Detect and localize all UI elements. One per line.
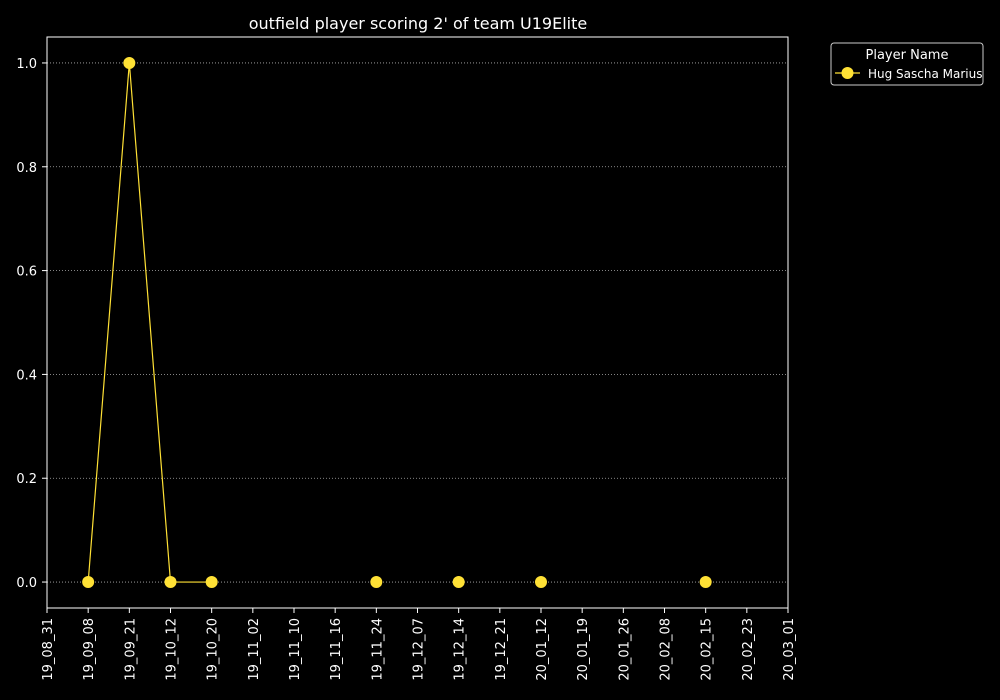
data-point xyxy=(82,576,95,589)
data-point xyxy=(370,576,383,589)
data-point xyxy=(452,576,465,589)
legend-box xyxy=(830,42,984,86)
data-point xyxy=(123,56,136,69)
y-tick-label: 0.2 xyxy=(16,472,37,487)
x-tick-label: 20_01_19 xyxy=(576,618,591,681)
series-layer xyxy=(82,56,712,589)
series-line xyxy=(87,62,212,583)
x-tick-label: 19_10_20 xyxy=(206,618,221,681)
y-tick-label: 0.6 xyxy=(16,265,37,280)
x-tick-label: 19_11_10 xyxy=(288,618,303,681)
x-tick-label: 19_08_31 xyxy=(41,618,56,681)
legend-title: Player Name xyxy=(866,48,949,63)
data-point xyxy=(535,576,547,589)
y-tick-label: 0.8 xyxy=(16,161,37,176)
x-tick-label: 20_02_08 xyxy=(659,618,674,681)
y-tick-label: 0.4 xyxy=(16,368,37,383)
x-tick-label: 19_09_21 xyxy=(123,618,138,681)
x-tick-label: 19_12_21 xyxy=(494,618,509,681)
x-tick-label: 19_10_12 xyxy=(165,618,180,681)
data-point xyxy=(164,576,177,589)
x-tick-label: 19_12_14 xyxy=(453,618,468,681)
y-tick-label: 0.0 xyxy=(16,576,37,591)
x-tick-label: 20_02_23 xyxy=(741,618,756,681)
x-tick-label: 20_01_26 xyxy=(617,618,632,681)
x-tick-label: 20_01_12 xyxy=(535,618,550,681)
legend-entry-label: Hug Sascha Marius xyxy=(868,67,983,81)
y-tick-label: 1.0 xyxy=(16,57,37,72)
x-tick-label: 20_03_01 xyxy=(782,618,797,681)
data-point xyxy=(699,576,712,589)
legend-marker xyxy=(841,67,854,79)
chart-title: outfield player scoring 2' of team U19El… xyxy=(249,14,587,33)
x-tick-label: 19_11_24 xyxy=(370,618,385,681)
x-tick-label: 19_11_02 xyxy=(247,618,262,681)
x-axis: 19_08_31 19_09_08 19_09_21 19_10_12 19_10_20… xyxy=(41,608,797,681)
x-tick-label: 19_09_08 xyxy=(82,618,97,681)
x-tick-label: 19_11_16 xyxy=(329,618,344,681)
x-tick-label: 20_02_15 xyxy=(700,618,715,681)
legend: Player Name Hug Sascha Marius xyxy=(830,42,984,86)
data-point xyxy=(205,576,218,589)
y-axis: 0.0 0.2 0.4 0.6 0.8 1.0 xyxy=(16,57,47,591)
x-tick-label: 19_12_07 xyxy=(412,618,427,681)
